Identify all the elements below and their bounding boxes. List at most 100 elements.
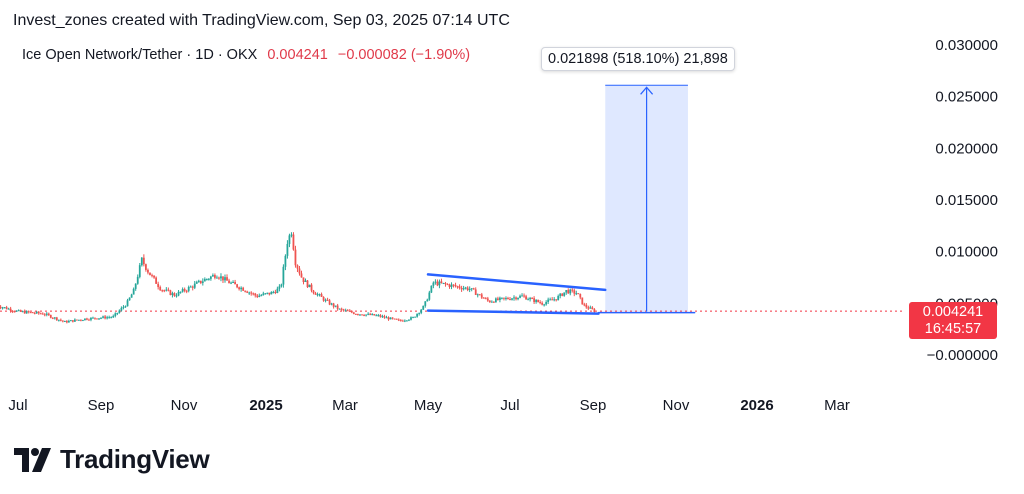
candle-body — [561, 293, 564, 296]
symbol-legend[interactable]: Ice Open Network/Tether · 1D · OKX 0.004… — [22, 47, 470, 63]
candle-body — [37, 311, 40, 314]
candle-body — [513, 297, 515, 299]
price-change: −0.000082 (−1.90%) — [337, 47, 471, 63]
candle-body — [73, 319, 76, 322]
x-tick-label: 2025 — [249, 397, 282, 414]
candle-body — [234, 281, 236, 285]
candle-body — [482, 297, 485, 299]
candle-body — [5, 307, 8, 310]
candle-body — [128, 297, 131, 301]
x-tick-label: Jul — [500, 397, 519, 414]
candle-body — [39, 313, 42, 315]
candle-body — [23, 311, 26, 314]
candle-body — [503, 297, 505, 299]
candle-body — [334, 305, 337, 307]
candle-body — [298, 268, 301, 274]
candle-body — [442, 282, 445, 284]
candle-body — [383, 316, 386, 318]
candle-body — [169, 290, 172, 295]
candle-body — [222, 276, 224, 281]
candle-body — [342, 309, 345, 311]
wedge-lower-trendline — [426, 309, 600, 315]
candle-body — [236, 284, 238, 288]
candle-body — [88, 319, 90, 321]
candle-body — [132, 288, 135, 295]
candle-body — [440, 281, 443, 284]
candle-body — [379, 315, 382, 317]
x-tick-label: 2026 — [740, 397, 773, 414]
candle-body — [102, 316, 104, 318]
tradingview-logo-icon — [14, 447, 51, 472]
candle-body — [274, 291, 277, 293]
x-tick-label: Mar — [824, 397, 850, 414]
candle-body — [122, 306, 125, 308]
candle-body — [71, 320, 74, 322]
candle-body — [140, 257, 143, 266]
candle-body — [565, 290, 568, 293]
candle-body — [183, 289, 186, 291]
candle-body — [270, 292, 273, 295]
candle-body — [539, 302, 542, 304]
candle-body — [577, 293, 580, 295]
candle-body — [63, 321, 66, 323]
candle-body — [69, 320, 72, 322]
candle-body — [399, 319, 402, 321]
candle-body — [134, 283, 137, 289]
candle-body — [199, 280, 202, 284]
candle-body — [490, 301, 493, 303]
candle-body — [330, 303, 333, 305]
candle-body — [501, 297, 503, 299]
candle-body — [242, 287, 245, 291]
candle-body — [228, 280, 230, 284]
candle-body — [410, 317, 412, 320]
candle-body — [197, 280, 200, 283]
candle-body — [545, 302, 548, 305]
candle-body — [220, 276, 222, 279]
candle-body — [238, 287, 241, 290]
candle-body — [472, 288, 475, 290]
candle-body — [505, 298, 507, 300]
candle-body — [454, 285, 457, 287]
candle-body — [41, 313, 44, 315]
candle-body — [53, 317, 56, 319]
candle-body — [446, 284, 449, 286]
last-price: 0.004241 — [267, 47, 328, 63]
candle-body — [55, 317, 58, 321]
candle-body — [557, 296, 560, 301]
candle-body — [248, 292, 251, 294]
tradingview-logo[interactable]: TradingView — [14, 444, 210, 475]
price-chart[interactable]: 0.030000 0.025000 0.020000 0.015000 0.010000… — [0, 30, 1024, 420]
candle-body — [494, 298, 497, 303]
candle-body — [509, 299, 511, 301]
candle-body — [47, 313, 50, 316]
x-tick-label: Jul — [8, 397, 27, 414]
candle-body — [250, 292, 253, 294]
candle-body — [535, 299, 538, 302]
candle-body — [389, 317, 392, 320]
candle-body — [104, 316, 106, 319]
candle-body — [497, 298, 499, 301]
candle-body — [126, 300, 129, 307]
candle-body — [363, 315, 365, 317]
candle-body — [438, 281, 441, 286]
candle-body — [256, 295, 259, 297]
candle-body — [15, 310, 18, 312]
candle-body — [86, 318, 88, 320]
candle-body — [486, 298, 489, 301]
candle-body — [430, 285, 433, 293]
candle-body — [507, 298, 509, 300]
candle-body — [575, 293, 578, 295]
candle-body — [458, 286, 461, 289]
candle-body — [344, 310, 347, 312]
candle-body — [179, 291, 182, 293]
drawings — [426, 86, 696, 315]
candle-body — [517, 297, 519, 300]
candle-body — [377, 315, 380, 317]
candle-body — [314, 293, 317, 295]
candle-body — [216, 277, 218, 279]
candle-body — [476, 294, 479, 296]
countdown-timer: 16:45:57 — [924, 321, 982, 337]
candle-body — [416, 313, 419, 317]
candle-body — [142, 257, 145, 265]
candle-body — [84, 318, 86, 321]
